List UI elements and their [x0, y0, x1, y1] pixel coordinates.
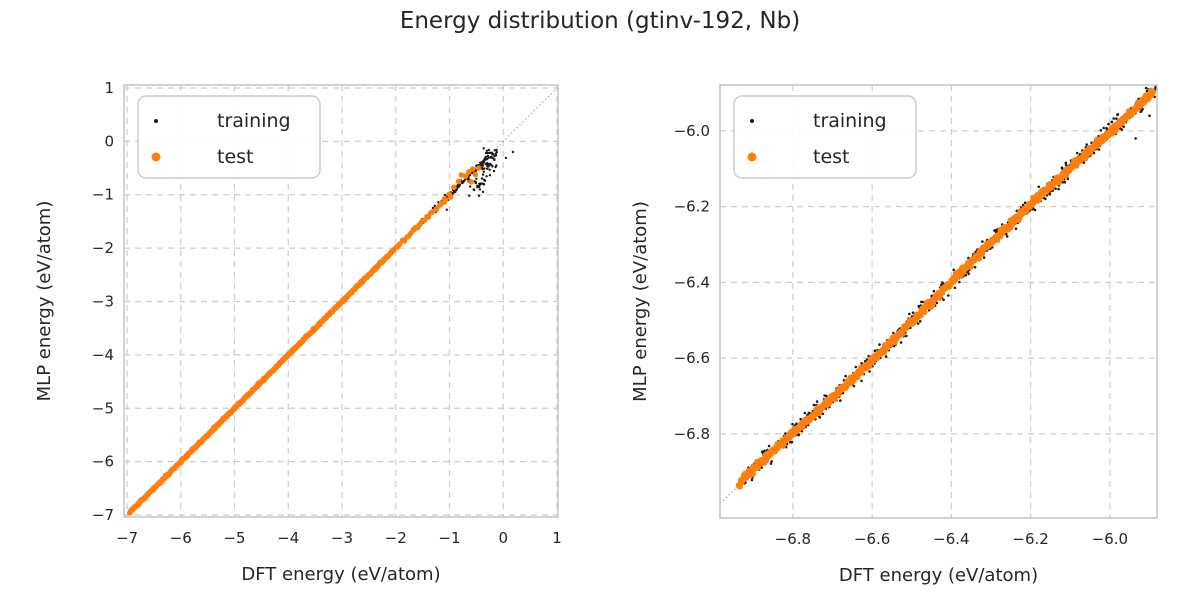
svg-text:−6.6: −6.6	[674, 349, 710, 367]
svg-text:−6.2: −6.2	[674, 198, 710, 216]
scatter-test	[735, 87, 1156, 490]
x-axis-label: DFT energy (eV/atom)	[241, 564, 440, 585]
svg-text:−6.8: −6.8	[674, 425, 710, 443]
scatter-test	[127, 165, 482, 516]
right-plot: −6.8 −6.6 −6.4 −6.2 −6.0 −6.0 −6.2 −6.4 −6.6 −6.8…	[600, 0, 1200, 600]
svg-text:−4: −4	[277, 529, 299, 547]
svg-text:−6.8: −6.8	[775, 530, 811, 548]
svg-text:−7: −7	[116, 529, 138, 547]
svg-text:−6.4: −6.4	[674, 273, 710, 291]
y-axis-label: MLP energy (eV/atom)	[630, 201, 651, 402]
legend-marker-training	[750, 119, 754, 123]
svg-text:−3: −3	[92, 293, 114, 311]
svg-text:−6: −6	[170, 529, 192, 547]
svg-text:1: 1	[552, 529, 562, 547]
x-tick-labels: −6.8 −6.6 −6.4 −6.2 −6.0	[775, 530, 1128, 548]
legend-marker-test	[151, 152, 161, 162]
svg-text:−4: −4	[92, 346, 114, 364]
svg-text:−2: −2	[385, 529, 407, 547]
svg-text:−6.0: −6.0	[674, 122, 710, 140]
x-axis-label: DFT energy (eV/atom)	[839, 565, 1038, 586]
svg-text:−1: −1	[92, 186, 114, 204]
plot-svg-1: −6.8 −6.6 −6.4 −6.2 −6.0−6.0−6.2−6.4−6.6−6.8…	[630, 84, 1158, 586]
svg-text:−6.6: −6.6	[854, 530, 890, 548]
svg-text:−6.2: −6.2	[1012, 530, 1048, 548]
plot-spine	[123, 84, 559, 518]
y-tick-labels: −6.0 −6.2 −6.4 −6.6 −6.8	[674, 122, 710, 443]
svg-text:−5: −5	[223, 529, 245, 547]
y-tick-labels: 1 0 −1 −2 −3 −4 −5 −6 −7	[92, 79, 114, 524]
legend: training test	[137, 95, 321, 179]
svg-text:−6.4: −6.4	[933, 530, 969, 548]
y-axis-label: MLP energy (eV/atom)	[34, 201, 55, 402]
svg-text:−6: −6	[92, 453, 114, 471]
legend-marker-training	[154, 119, 158, 123]
svg-text:−5: −5	[92, 399, 114, 417]
x-tick-labels: −7 −6 −5 −4 −3 −2 −1 0 1	[116, 529, 562, 547]
svg-text:−6.0: −6.0	[1092, 530, 1128, 548]
legend-label-training: training	[217, 110, 291, 132]
plot-spine	[719, 84, 1158, 519]
svg-text:−2: −2	[92, 239, 114, 257]
gridlines	[720, 85, 1157, 518]
svg-text:−7: −7	[92, 506, 114, 524]
legend-label-test: test	[217, 146, 254, 168]
legend-marker-test	[747, 152, 757, 162]
svg-text:1: 1	[104, 79, 114, 97]
legend-box	[137, 95, 321, 179]
legend-box	[733, 95, 917, 179]
svg-text:0: 0	[104, 132, 114, 150]
legend-label-test: test	[813, 146, 850, 168]
left-plot: −7 −6 −5 −4 −3 −2 −1 0 1 1 0 −1 −2 −3 −4 −5 −6 −7 DFT ener…	[34, 79, 562, 585]
svg-text:0: 0	[498, 529, 508, 547]
legend: training test	[733, 95, 917, 179]
plot-svg-0: −7 −6 −5 −4 −3 −2 −1 0 1 1 0 −1 −2 −3 −4 −5 −6 −7 DFT ener…	[34, 79, 562, 585]
svg-text:−1: −1	[438, 529, 460, 547]
chart-title: Energy distribution (gtinv-192, Nb)	[399, 8, 801, 34]
legend-label-training: training	[813, 110, 887, 132]
svg-text:−3: −3	[331, 529, 353, 547]
